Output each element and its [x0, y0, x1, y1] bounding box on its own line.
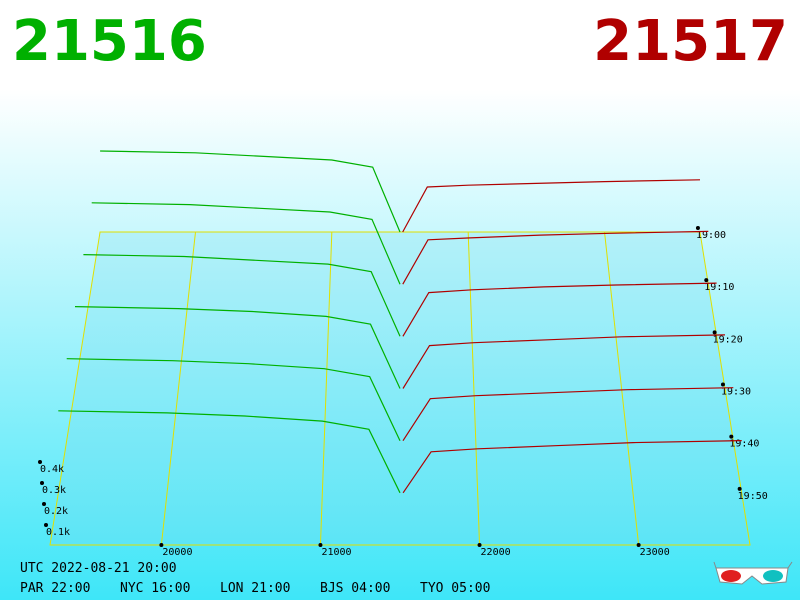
- bids-depth-line: [74, 306, 401, 389]
- bids-depth-line: [58, 410, 401, 494]
- bids-depth-line: [66, 358, 401, 441]
- asks-depth-line: [402, 179, 701, 233]
- time-tick-dot: [720, 382, 725, 387]
- z-tick-label: 0.2k: [44, 506, 68, 517]
- time-tick-label: 19:10: [704, 282, 734, 293]
- newyork-time: NYC 16:00: [120, 581, 190, 596]
- z-tick-label: 0.4k: [40, 464, 64, 475]
- utc-time: UTC 2022-08-21 20:00: [20, 561, 177, 576]
- bids-depth-line: [100, 150, 401, 233]
- asks-depth-line: [402, 387, 734, 442]
- z-tick-label: 0.3k: [42, 485, 66, 496]
- paris-time: PAR 22:00: [20, 581, 90, 596]
- z-tick-dot: [44, 523, 48, 527]
- z-tick-dot: [38, 460, 42, 464]
- time-tick-label: 19:40: [729, 439, 759, 450]
- x-tick-label: 23000: [640, 547, 670, 558]
- x-tick-label: 21000: [321, 547, 351, 558]
- asks-depth-line: [402, 230, 709, 285]
- time-tick-label: 19:50: [738, 491, 768, 502]
- time-tick-dot: [695, 226, 700, 230]
- tick-dot: [477, 543, 482, 547]
- tokyo-time: TYO 05:00: [420, 581, 490, 596]
- plot: 20000 21000 22000 23000 0.1k 0.2k 0.3k 0.4k 19:0…: [38, 150, 768, 558]
- time-tick-label: 19:20: [713, 334, 743, 345]
- z-tick-dot: [40, 481, 44, 485]
- grid-line: [604, 231, 640, 546]
- time-tick-dot: [737, 486, 742, 491]
- grid-line: [160, 231, 196, 546]
- grid-line: [319, 231, 333, 546]
- bids-depth-line: [83, 254, 401, 337]
- time-tick-dot: [712, 330, 717, 335]
- x-tick-label: 20000: [162, 547, 192, 558]
- tick-dot: [318, 543, 323, 547]
- bid-price: 21516: [12, 9, 207, 74]
- london-time: LON 21:00: [220, 581, 290, 596]
- asks-depth-line: [402, 334, 726, 389]
- beijing-time: BJS 04:00: [320, 581, 390, 596]
- tick-dot: [636, 543, 641, 547]
- asks-depth-line: [402, 440, 742, 494]
- time-tick-dot: [704, 278, 709, 283]
- z-tick-dot: [42, 502, 46, 506]
- x-tick-label: 22000: [481, 547, 511, 558]
- ask-price: 21517: [593, 9, 788, 74]
- grid-line: [467, 231, 481, 546]
- z-tick-label: 0.1k: [46, 527, 70, 538]
- 3d-glasses-icon[interactable]: [713, 561, 793, 585]
- time-tick-label: 19:00: [696, 230, 726, 241]
- asks-depth-line: [402, 282, 717, 337]
- tick-dot: [159, 543, 164, 547]
- time-tick-label: 19:30: [721, 387, 751, 398]
- bids-depth-line: [91, 202, 401, 285]
- time-tick-dot: [729, 434, 734, 439]
